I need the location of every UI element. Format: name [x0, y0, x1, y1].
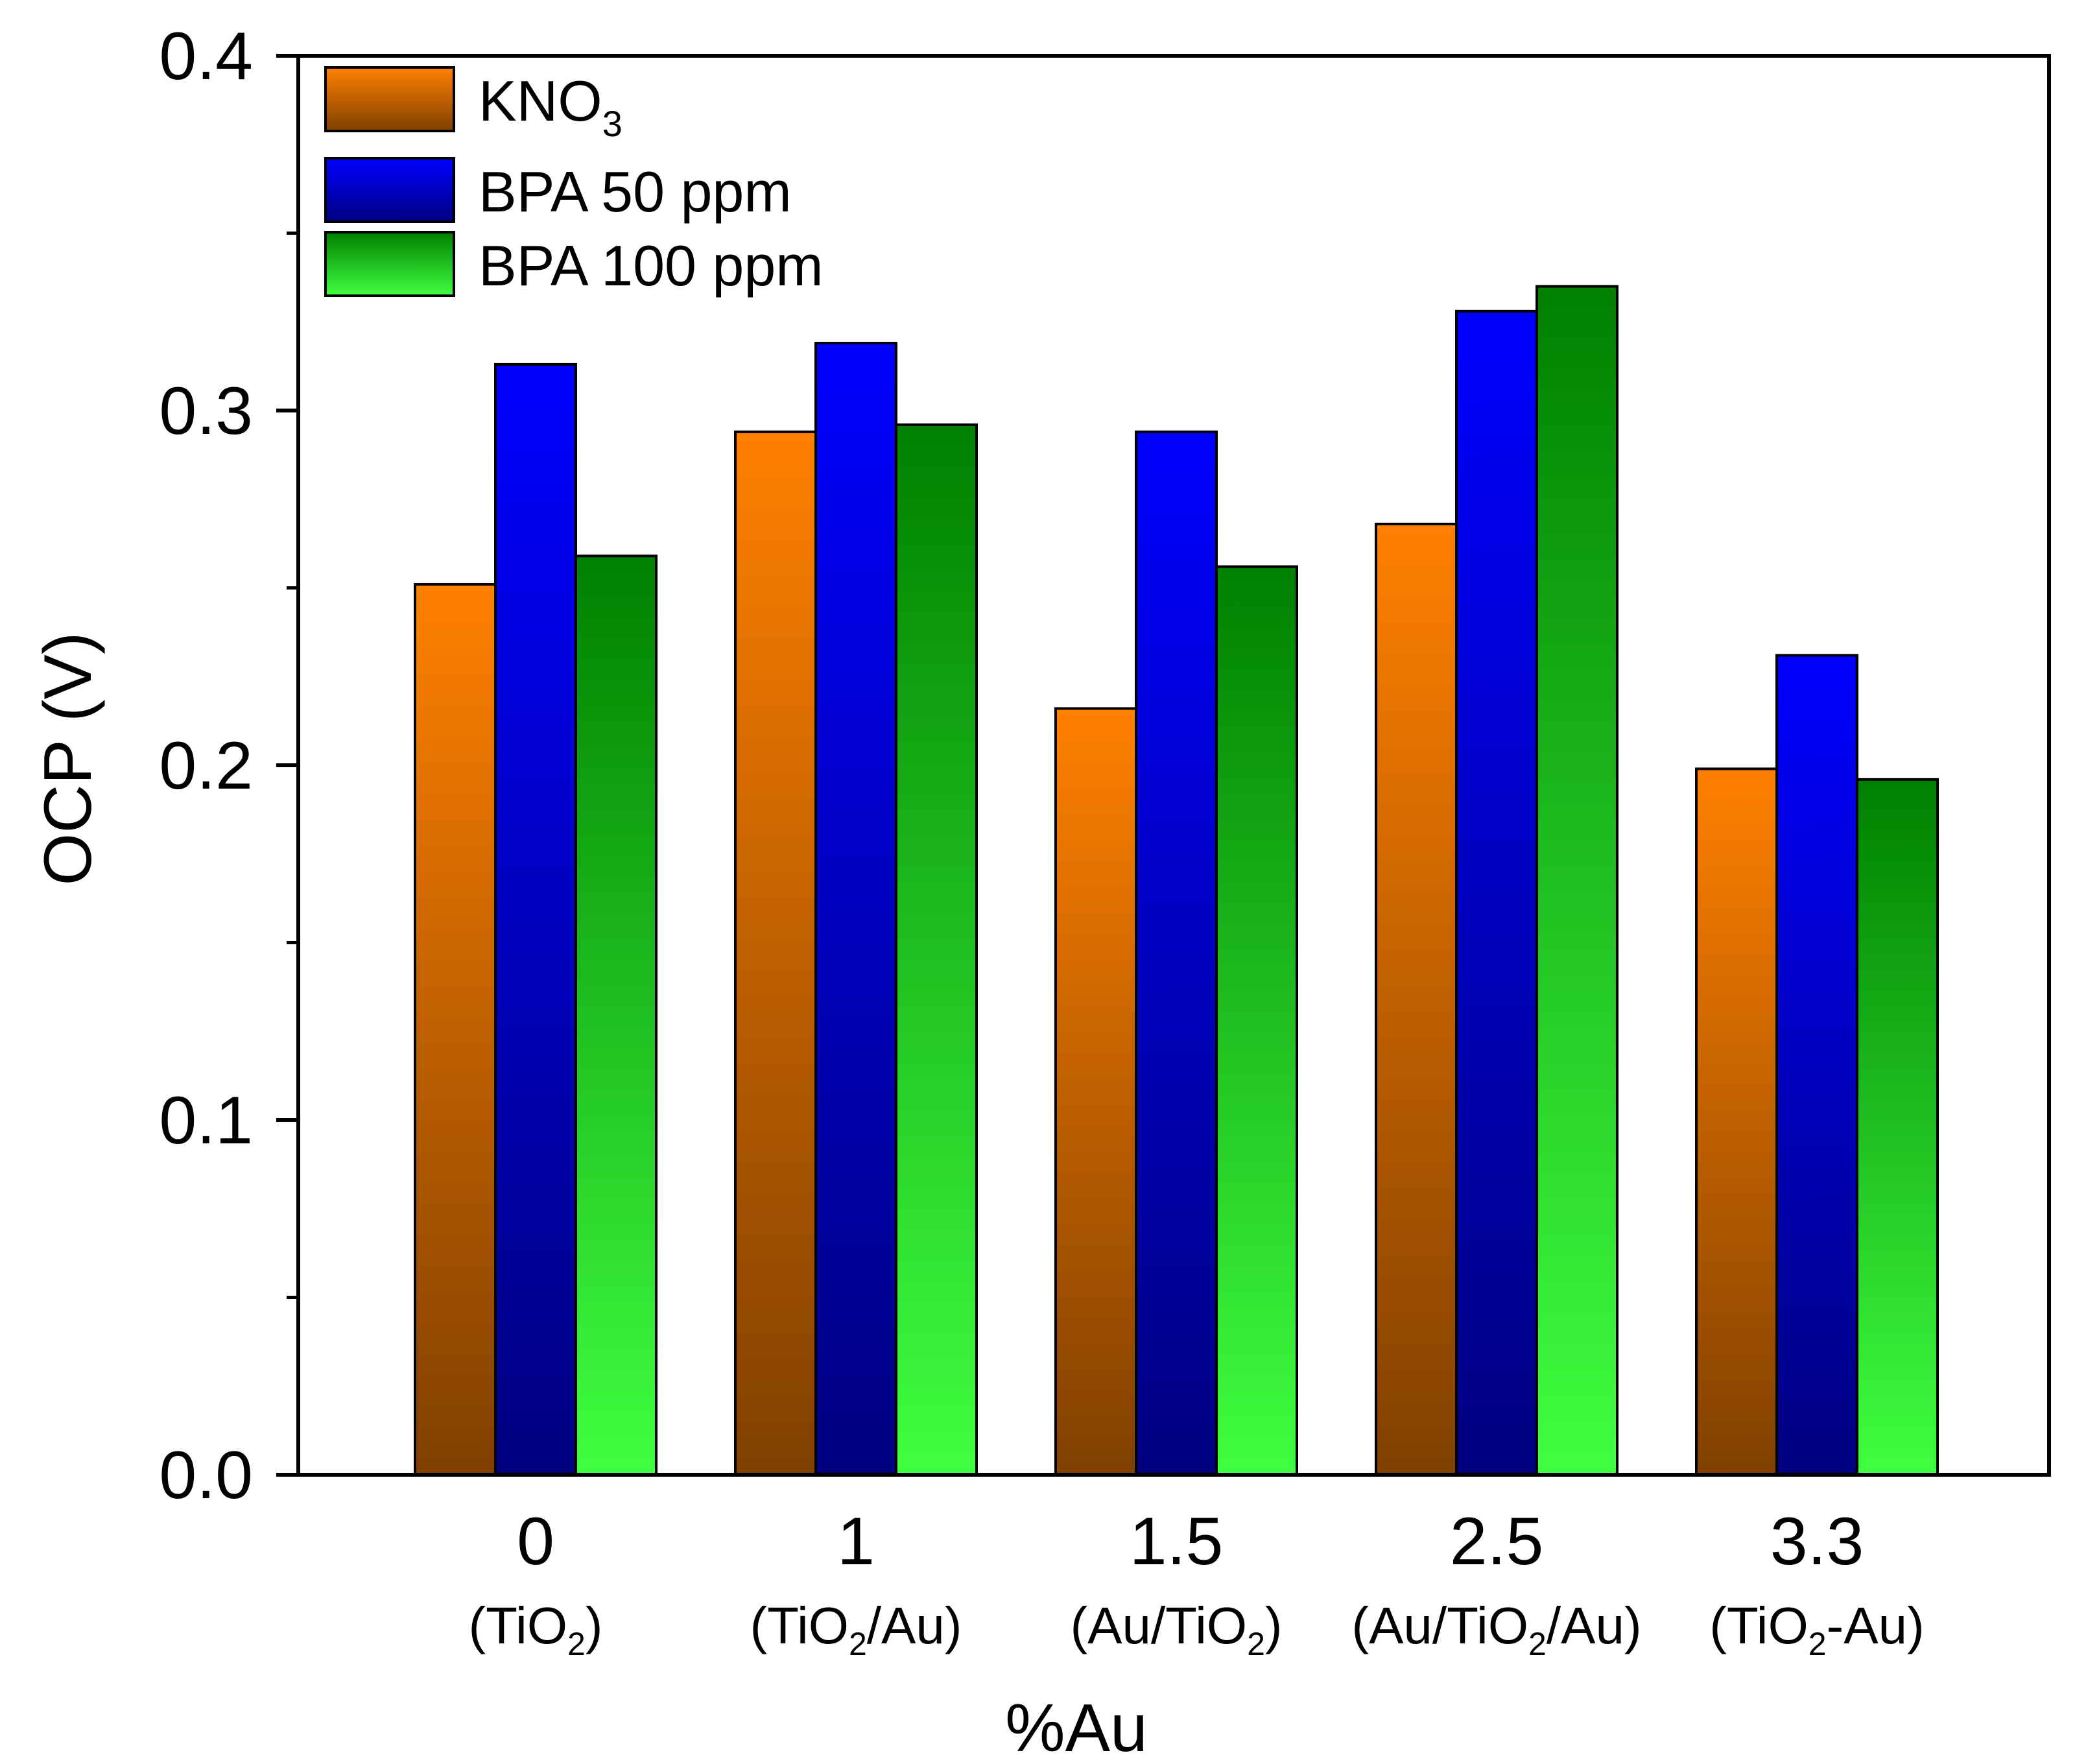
bar-bpa-100-ppm-3_3 — [1856, 778, 1939, 1476]
x-tick-sublabel: (Au/TiO2/Au) — [1351, 1597, 1641, 1662]
x-tick-label: 1 — [837, 1504, 875, 1579]
y-tick-label: 0.0 — [159, 1438, 253, 1513]
bar-kno3-0 — [414, 583, 497, 1476]
x-tick-label: 1.5 — [1130, 1504, 1224, 1579]
bar-bpa-50-ppm-3_3 — [1775, 654, 1858, 1476]
legend-swatch — [324, 66, 455, 132]
y-tick-label: 0.4 — [159, 19, 253, 94]
x-tick-label: 2.5 — [1450, 1504, 1544, 1579]
bar-kno3-2_5 — [1375, 523, 1458, 1476]
y-tick-label: 0.3 — [159, 374, 253, 449]
x-tick-sublabel: (TiO2/Au) — [750, 1597, 962, 1662]
bar-bpa-50-ppm-1_5 — [1135, 430, 1218, 1477]
bar-bpa-100-ppm-2_5 — [1536, 285, 1618, 1476]
y-tick-label: 0.1 — [159, 1083, 253, 1158]
legend-label: BPA 100 ppm — [479, 233, 824, 298]
legend: KNO3 BPA 50 ppm BPA 100 ppm — [324, 66, 824, 298]
bar-kno3-1_5 — [1054, 707, 1137, 1476]
bar-bpa-100-ppm-1_5 — [1215, 565, 1298, 1476]
x-tick-sublabel: (TiO2-Au) — [1709, 1597, 1925, 1662]
legend-swatch — [324, 231, 455, 297]
bar-bpa-50-ppm-0 — [494, 363, 577, 1476]
legend-label: KNO3 — [479, 69, 622, 144]
bar-bpa-50-ppm-2_5 — [1455, 309, 1538, 1477]
bar-bpa-100-ppm-1 — [895, 423, 978, 1476]
bar-bpa-50-ppm-1 — [814, 342, 897, 1477]
y-axis-label: OCP (V) — [30, 632, 106, 885]
bars-group — [414, 285, 1939, 1477]
x-tick-sublabel: (Au/TiO2) — [1070, 1597, 1282, 1662]
axes-group: 0.0 0.1 0.2 0.3 0.4 0 (TiO2) 1 (TiO2/Au) 1.5 (Au/T… — [159, 19, 1924, 1662]
bar-bpa-100-ppm-0 — [575, 554, 658, 1476]
bar-kno3-1 — [734, 430, 817, 1477]
x-tick-label: 3.3 — [1770, 1504, 1864, 1579]
x-tick-sublabel: (TiO2) — [469, 1597, 603, 1662]
legend-swatch — [324, 157, 455, 223]
x-axis-label: %Au — [1005, 1691, 1148, 1764]
x-tick-label: 0 — [517, 1504, 554, 1579]
legend-label: BPA 50 ppm — [479, 160, 792, 224]
y-tick-label: 0.2 — [159, 728, 253, 804]
bar-kno3-3_3 — [1695, 767, 1778, 1476]
